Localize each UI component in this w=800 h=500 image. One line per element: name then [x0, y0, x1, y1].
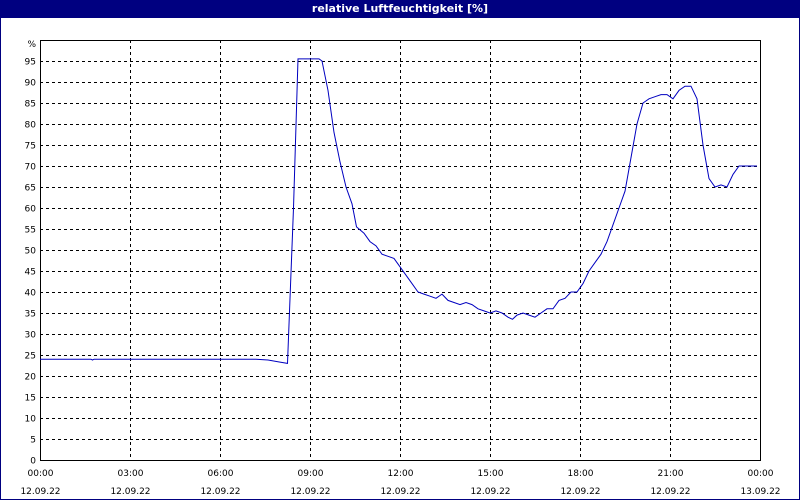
y-tick-label: 25: [25, 352, 36, 362]
humidity-series-line: [40, 58, 757, 364]
y-tick-label: 35: [25, 310, 36, 320]
y-tick-label: 40: [25, 289, 37, 299]
x-tick-date-label: 12.09.22: [20, 487, 60, 497]
y-tick-label: 45: [25, 268, 36, 278]
y-tick-label: 5: [30, 436, 36, 446]
x-tick-time-label: 00:00: [748, 469, 774, 479]
x-tick-time-label: 21:00: [658, 469, 684, 479]
y-tick-label: 90: [25, 79, 37, 89]
x-tick-time-label: 12:00: [388, 469, 414, 479]
y-tick-label: 75: [25, 142, 36, 152]
x-tick-time-label: 06:00: [208, 469, 234, 479]
y-tick-label: 55: [25, 226, 36, 236]
series-layer: [40, 58, 757, 364]
y-tick-label: 20: [25, 373, 37, 383]
y-tick-label: 85: [25, 100, 36, 110]
x-tick-time-label: 18:00: [568, 469, 594, 479]
grid-layer: [40, 40, 760, 460]
y-tick-label: 0: [30, 457, 36, 467]
x-tick-date-label: 12.09.22: [380, 487, 420, 497]
x-tick-time-label: 15:00: [478, 469, 504, 479]
x-tick-time-label: 00:00: [28, 469, 54, 479]
y-tick-label: 60: [25, 205, 37, 215]
y-unit-label: %: [27, 40, 36, 50]
x-tick-time-label: 09:00: [298, 469, 324, 479]
y-tick-label: 10: [25, 415, 37, 425]
x-tick-date-label: 12.09.22: [470, 487, 510, 497]
y-tick-label: 95: [25, 58, 36, 68]
y-tick-label: 80: [25, 121, 37, 131]
x-tick-date-label: 12.09.22: [290, 487, 330, 497]
x-tick-date-label: 12.09.22: [650, 487, 690, 497]
y-tick-label: 30: [25, 331, 37, 341]
chart-title: relative Luftfeuchtigkeit [%]: [0, 0, 800, 18]
y-tick-label: 50: [25, 247, 37, 257]
x-tick-date-label: 12.09.22: [110, 487, 150, 497]
x-tick-date-label: 13.09.22: [740, 487, 780, 497]
x-tick-date-label: 12.09.22: [200, 487, 240, 497]
plot-border: [40, 40, 761, 461]
x-tick-time-label: 03:00: [118, 469, 144, 479]
y-tick-label: 70: [25, 163, 37, 173]
axis-layer: 0 5 10 15 20 25 30 35 40 45 50 55 60 65 70 75 80 85 90 95% 0…: [20, 40, 781, 497]
x-tick-date-label: 12.09.22: [560, 487, 600, 497]
y-tick-label: 65: [25, 184, 36, 194]
y-tick-label: 15: [25, 394, 36, 404]
